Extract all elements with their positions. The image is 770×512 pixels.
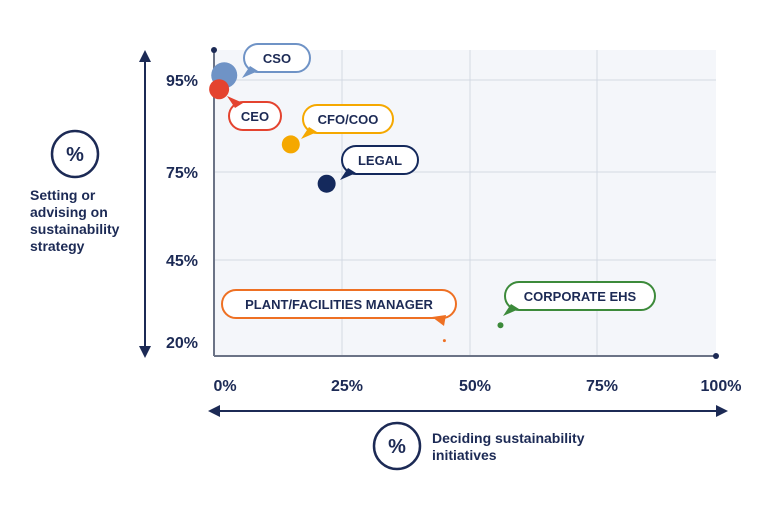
percent-icon (372, 421, 422, 471)
x-tick-label: 100% (701, 378, 742, 395)
bubble-tail (301, 127, 317, 139)
point-label-bubble (341, 145, 419, 175)
percent-icon (50, 129, 100, 179)
data-point (497, 322, 504, 329)
bubble-tail (432, 315, 446, 326)
bubble-tail (227, 96, 243, 108)
arrow-head-icon (139, 50, 151, 62)
point-label-bubble (228, 101, 282, 131)
y-tick-label: 75% (166, 165, 198, 182)
point-label-bubble (243, 43, 311, 73)
point-label: LEGAL (358, 153, 402, 168)
axis-end-dot (713, 353, 719, 359)
point-label: CFO/COO (318, 112, 379, 127)
x-tick-label: 0% (213, 378, 236, 395)
y-tick-label: 20% (166, 335, 198, 352)
point-label-bubble (302, 104, 394, 134)
arrow-head-icon (716, 405, 728, 417)
x-axis-label: Deciding sustainability initiatives (432, 430, 585, 463)
x-tick-label: 75% (586, 378, 618, 395)
x-tick-label: 50% (459, 378, 491, 395)
data-point (281, 135, 300, 154)
data-point (317, 174, 336, 193)
data-point (442, 339, 446, 343)
bubble-tail (242, 66, 258, 78)
point-label-bubble (504, 281, 656, 311)
point-label: CORPORATE EHS (524, 289, 637, 304)
percent-icon-glyph: % (388, 436, 406, 458)
percent-icon-glyph: % (66, 144, 84, 166)
point-label: CEO (241, 109, 269, 124)
point-label: CSO (263, 51, 291, 66)
axis-end-dot (211, 47, 217, 53)
data-point (209, 79, 230, 100)
y-axis-label: Setting or advising on sustainability st… (30, 187, 120, 254)
point-label: PLANT/FACILITIES MANAGER (245, 297, 433, 312)
bubble-tail (503, 304, 519, 316)
arrow-head-icon (139, 346, 151, 358)
arrow-head-icon (208, 405, 220, 417)
x-tick-label: 25% (331, 378, 363, 395)
point-label-bubble (221, 289, 457, 319)
y-tick-label: 95% (166, 73, 198, 90)
y-tick-label: 45% (166, 253, 198, 270)
bubble-tail (340, 168, 356, 180)
